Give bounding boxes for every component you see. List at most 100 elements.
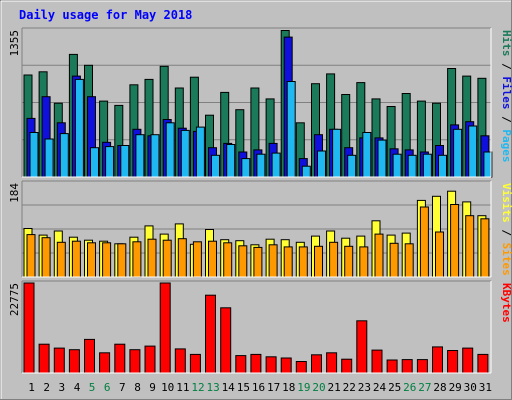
bar-kbytes-day-26 — [401, 359, 413, 374]
bar-sites-day-5 — [87, 242, 96, 278]
panel-visits-sites: 184 Visits / Sites — [8, 180, 512, 278]
chart-title: Daily usage for May 2018 — [19, 8, 192, 22]
x-tick-label-day-3: 3 — [58, 381, 65, 394]
bar-sites-day-30 — [465, 215, 475, 278]
bar-sites-day-12 — [192, 241, 202, 278]
bar-pages-day-30 — [468, 125, 478, 178]
bar-kbytes-day-14 — [220, 307, 232, 374]
bar-pages-day-2 — [44, 138, 54, 178]
bar-kbytes-day-28 — [432, 346, 443, 374]
chart-panels: 1355 Hits / Files / Pages 184 Visits / Site… — [8, 27, 512, 374]
bar-kbytes-day-21 — [326, 352, 338, 374]
bar-kbytes-day-12 — [189, 353, 201, 374]
x-tick-label-day-20: 20 — [312, 381, 325, 394]
bar-kbytes-day-2 — [38, 343, 50, 374]
x-tick-label-day-12: 12 — [191, 381, 204, 394]
bar-sites-day-16 — [253, 246, 263, 278]
panel-max-label: 22775 — [8, 283, 21, 316]
bar-kbytes-day-17 — [265, 356, 277, 374]
x-tick-label-day-31: 31 — [479, 381, 492, 394]
bar-sites-day-22 — [344, 245, 354, 278]
x-tick-label-day-19: 19 — [297, 381, 310, 394]
bar-pages-day-14 — [226, 144, 236, 178]
x-tick-label-day-13: 13 — [206, 381, 219, 394]
legend-pages: Pages — [500, 129, 512, 162]
x-tick-label-day-22: 22 — [343, 381, 356, 394]
bar-pages-day-24 — [377, 139, 387, 178]
x-tick-label-day-2: 2 — [43, 381, 50, 394]
x-tick-label-day-14: 14 — [222, 381, 236, 394]
bar-sites-day-11 — [177, 238, 187, 278]
legend-visits: Visits — [500, 183, 512, 223]
bar-sites-day-21 — [329, 241, 339, 278]
legend-separator: / — [500, 57, 512, 77]
x-tick-label-day-18: 18 — [282, 381, 295, 394]
bar-sites-day-7 — [117, 243, 127, 278]
bar-pages-day-28 — [438, 154, 447, 178]
x-tick-label-day-28: 28 — [433, 381, 446, 394]
x-tick-label-day-9: 9 — [149, 381, 156, 394]
bar-kbytes-day-24 — [371, 349, 383, 374]
bar-kbytes-day-23 — [356, 320, 368, 374]
bar-pages-day-22 — [347, 154, 357, 178]
bar-sites-day-31 — [480, 218, 490, 278]
bar-sites-day-17 — [268, 244, 278, 278]
bar-sites-day-8 — [132, 241, 142, 278]
x-tick-label-day-5: 5 — [89, 381, 96, 394]
bar-kbytes-day-7 — [114, 343, 126, 374]
x-tick-label-day-17: 17 — [267, 381, 280, 394]
bar-sites-day-27 — [419, 206, 429, 278]
panel-legend: Hits / Files / Pages — [500, 30, 512, 163]
x-tick-label-day-15: 15 — [237, 381, 250, 394]
x-tick-label-day-8: 8 — [134, 381, 141, 394]
bar-kbytes-day-5 — [84, 338, 95, 374]
x-tick-label-day-1: 1 — [28, 381, 35, 394]
bar-kbytes-day-6 — [99, 352, 111, 374]
x-tick-label-day-30: 30 — [464, 381, 477, 394]
bar-pages-day-13 — [211, 154, 220, 178]
bar-pages-day-8 — [135, 134, 145, 178]
bar-sites-day-15 — [238, 245, 248, 278]
bar-pages-day-1 — [29, 132, 39, 178]
panel-max-label: 1355 — [8, 30, 21, 57]
bar-pages-day-4 — [74, 78, 84, 178]
x-tick-label-day-21: 21 — [327, 381, 340, 394]
bar-sites-day-3 — [56, 241, 66, 278]
x-tick-label-day-26: 26 — [403, 381, 416, 394]
bar-sites-day-6 — [102, 242, 112, 278]
x-tick-label-day-23: 23 — [358, 381, 371, 394]
bar-pages-day-21 — [332, 128, 342, 178]
bar-pages-day-7 — [120, 145, 130, 178]
bar-kbytes-day-11 — [174, 348, 186, 374]
bar-sites-day-10 — [162, 239, 172, 278]
x-tick-label-day-7: 7 — [119, 381, 126, 394]
bar-sites-day-23 — [359, 246, 369, 278]
bar-pages-day-6 — [105, 146, 115, 178]
bar-pages-day-26 — [407, 154, 417, 178]
legend-separator: / — [500, 223, 512, 243]
bar-sites-day-20 — [314, 245, 323, 278]
bar-kbytes-day-22 — [341, 358, 353, 374]
bar-kbytes-day-9 — [144, 345, 156, 374]
bar-kbytes-day-4 — [68, 349, 80, 374]
bar-sites-day-28 — [435, 231, 444, 278]
bar-sites-day-1 — [26, 234, 36, 278]
bar-sites-day-2 — [41, 237, 51, 278]
bar-sites-day-29 — [450, 204, 460, 278]
bar-kbytes-day-1 — [23, 282, 35, 374]
x-tick-label-day-29: 29 — [449, 381, 462, 394]
bar-kbytes-day-30 — [462, 347, 474, 374]
legend-hits: Hits — [500, 30, 512, 57]
bar-pages-day-15 — [241, 158, 251, 178]
bar-kbytes-day-27 — [416, 359, 428, 374]
bar-sites-day-9 — [147, 238, 157, 278]
bar-sites-day-25 — [389, 242, 399, 278]
bar-pages-day-25 — [392, 153, 402, 178]
bar-kbytes-day-25 — [386, 359, 398, 374]
bar-pages-day-5 — [90, 147, 99, 178]
legend-kbytes: KBytes — [500, 283, 512, 323]
bar-sites-day-13 — [208, 240, 217, 278]
bar-sites-day-26 — [404, 243, 414, 278]
bar-pages-day-12 — [195, 126, 205, 178]
